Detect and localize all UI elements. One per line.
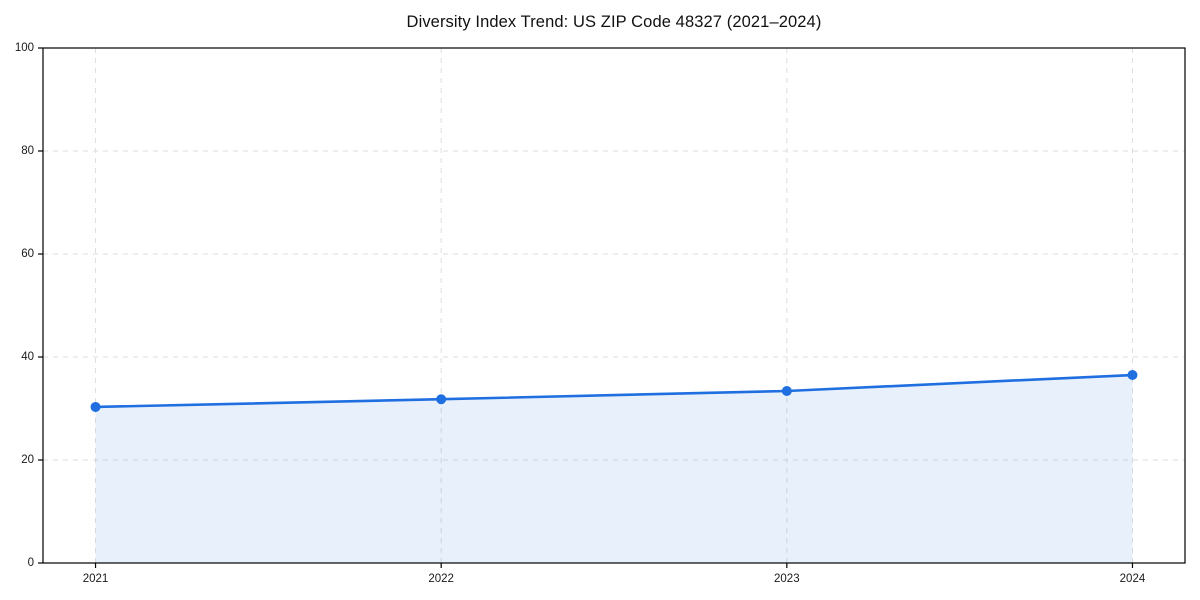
area-fill: [95, 375, 1133, 563]
x-tick-label: 2024: [1120, 573, 1146, 585]
plot-border: [42, 47, 1186, 564]
data-point: [1127, 370, 1138, 381]
x-tick-label: 2022: [428, 573, 454, 585]
y-tick-label: 0: [28, 557, 34, 569]
data-point: [781, 385, 792, 396]
chart-title: Diversity Index Trend: US ZIP Code 48327…: [406, 13, 822, 31]
y-tick-label: 60: [21, 248, 34, 260]
data-point: [436, 394, 447, 405]
x-tick-label: 2023: [774, 573, 800, 585]
data-point: [90, 401, 101, 412]
y-tick-label: 100: [15, 42, 34, 54]
y-tick-label: 20: [21, 454, 34, 466]
trend-line: [94, 373, 1134, 409]
x-tick-label: 2021: [83, 573, 109, 585]
y-tick-label: 40: [21, 351, 34, 363]
y-tick-label: 80: [21, 145, 34, 157]
